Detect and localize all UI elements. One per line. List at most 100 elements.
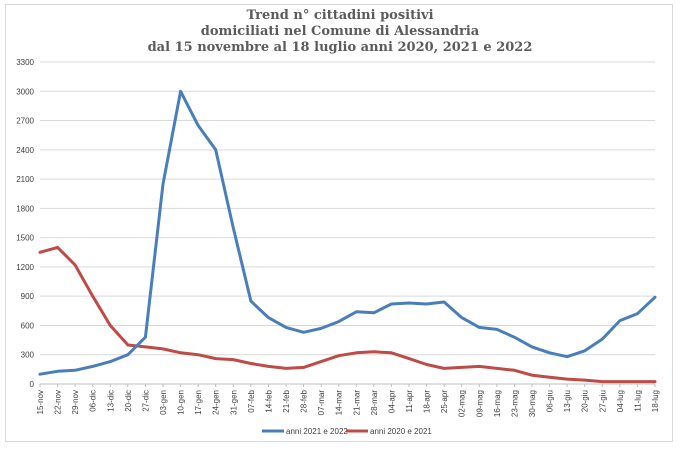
y-tick-label: 3300: [16, 58, 34, 67]
x-tick-label: 18-lug: [651, 390, 660, 412]
x-tick-label: 16-mag: [493, 390, 502, 417]
x-tick-label: 09-mag: [475, 390, 484, 417]
data-point: [513, 336, 516, 338]
data-point: [91, 365, 94, 368]
data-point: [373, 351, 375, 353]
y-tick-label: 2700: [16, 117, 34, 126]
x-tick-label: 25-apr: [440, 390, 449, 413]
x-tick-label: 15-nov: [36, 390, 45, 414]
data-point: [355, 310, 358, 313]
data-point: [39, 373, 41, 376]
y-tick-label: 900: [21, 292, 35, 301]
x-tick-label: 02-mag: [458, 390, 467, 417]
chart-title-line-1: Trend n° cittadini positivi: [246, 8, 434, 23]
data-point: [548, 351, 551, 354]
data-point: [250, 300, 252, 302]
chart-frame: [5, 4, 673, 442]
x-tick-label: 17-gen: [194, 390, 203, 415]
x-tick-label: 30-mag: [528, 390, 537, 417]
y-tick-label: 300: [21, 351, 35, 360]
x-tick-label: 22-nov: [54, 390, 63, 414]
data-point: [109, 324, 112, 327]
series-line: [38, 245, 657, 384]
data-point: [443, 301, 445, 303]
data-point: [654, 296, 656, 298]
x-tick-label: 06-dic: [89, 390, 98, 412]
data-point: [601, 338, 604, 340]
data-point: [390, 351, 393, 354]
data-point: [548, 376, 551, 378]
x-tick-label: 27-giu: [598, 390, 607, 412]
data-point: [179, 90, 182, 93]
data-point: [214, 149, 217, 151]
data-point: [214, 357, 217, 360]
y-tick-label: 1800: [16, 204, 34, 213]
data-point: [285, 326, 287, 329]
x-tick-label: 13-giu: [563, 390, 572, 412]
series-line: [38, 89, 657, 376]
data-point: [197, 124, 199, 127]
y-tick-label: 0: [30, 380, 35, 389]
data-point: [373, 311, 375, 314]
chart-title-line-3: dal 15 novembre al 18 luglio anni 2020, …: [147, 40, 533, 55]
x-tick-label: 11-lug: [633, 390, 642, 412]
data-point: [390, 303, 393, 305]
data-point: [513, 369, 516, 372]
chart-title-line-2: domiciliati nel Comune di Alessandria: [200, 24, 480, 39]
data-point: [425, 303, 428, 305]
data-point: [619, 319, 621, 322]
data-point: [496, 328, 498, 331]
x-tick-label: 14-mar: [335, 390, 344, 416]
chart-title: Trend n° cittadini positivi domiciliati …: [0, 8, 680, 56]
data-point: [636, 380, 639, 383]
data-point: [267, 316, 270, 319]
data-point: [583, 350, 586, 352]
y-tick-label: 3000: [16, 87, 34, 96]
x-tick-label: 06-giu: [546, 390, 555, 412]
x-tick-label: 23-mag: [510, 390, 519, 417]
x-tick-label: 18-apr: [423, 390, 432, 413]
data-point: [302, 331, 305, 334]
x-tick-label: 28-feb: [300, 389, 309, 412]
x-tick-label: 07-feb: [247, 389, 256, 412]
data-point: [355, 351, 358, 354]
data-point: [443, 367, 445, 370]
data-point: [531, 374, 533, 377]
data-point: [654, 380, 656, 383]
data-point: [425, 363, 428, 366]
y-tick-label: 2400: [16, 146, 34, 155]
data-point: [56, 246, 59, 249]
x-tick-label: 14-feb: [264, 389, 273, 412]
legend-label: anni 2021 e 2022: [286, 427, 348, 436]
y-tick-label: 2100: [16, 175, 34, 184]
data-point: [250, 362, 252, 365]
x-tick-label: 20-giu: [581, 390, 590, 412]
y-tick-label: 1500: [16, 234, 34, 243]
data-point: [583, 379, 586, 381]
x-tick-label: 29-nov: [71, 390, 80, 414]
data-point: [460, 316, 463, 319]
data-point: [337, 354, 340, 357]
data-point: [408, 357, 410, 360]
x-tick-label: 11-apr: [405, 390, 414, 413]
data-point: [320, 327, 322, 330]
data-point: [74, 264, 76, 266]
data-point: [636, 312, 639, 315]
data-point: [127, 353, 129, 356]
data-point: [179, 351, 182, 354]
data-point: [162, 183, 164, 185]
data-point: [285, 367, 287, 370]
legend-label: anni 2020 e 2021: [370, 427, 432, 436]
data-point: [337, 320, 340, 323]
data-point: [601, 380, 604, 383]
x-tick-label: 31-gen: [229, 390, 238, 415]
x-tick-label: 13-dic: [106, 390, 115, 412]
data-point: [320, 360, 322, 363]
data-point: [408, 302, 410, 304]
x-tick-label: 21-feb: [282, 389, 291, 412]
data-point: [144, 346, 147, 348]
data-point: [619, 380, 621, 383]
data-point: [39, 251, 41, 254]
x-tick-label: 04-lug: [616, 390, 625, 412]
